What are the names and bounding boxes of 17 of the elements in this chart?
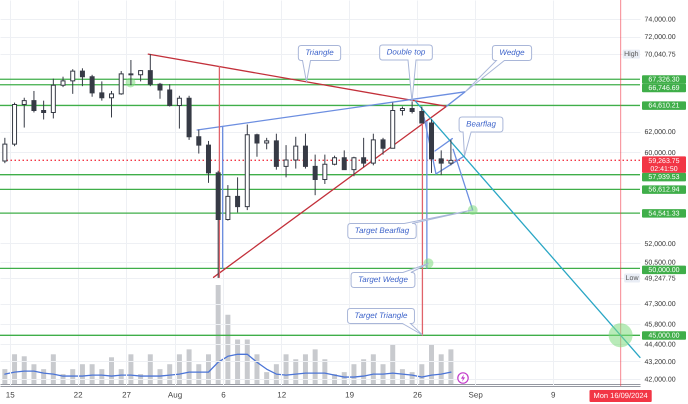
annotation: Triangle [305, 48, 334, 57]
x-tick-label: 19 [345, 390, 355, 400]
x-tick-label: 9 [551, 390, 556, 400]
x-tick-label: Aug [168, 390, 182, 400]
annotation: Bearflag [466, 120, 496, 128]
x-tick-label: 12 [277, 390, 287, 400]
x-tick-label: 6 [221, 390, 226, 400]
annotation: Double top [386, 48, 426, 56]
annotation: Target Triangle [354, 311, 408, 320]
x-tick-label: 15 [6, 390, 16, 400]
x-tick-label: 22 [74, 390, 84, 400]
x-tick-label: Sep [468, 390, 484, 400]
x-tick-label: 27 [122, 390, 132, 400]
annotation: Wedge [499, 48, 526, 57]
annotation: Target Wedge [358, 275, 408, 284]
x-tick-label: 26 [413, 390, 422, 400]
annotation: Target Bearflag [354, 226, 410, 235]
